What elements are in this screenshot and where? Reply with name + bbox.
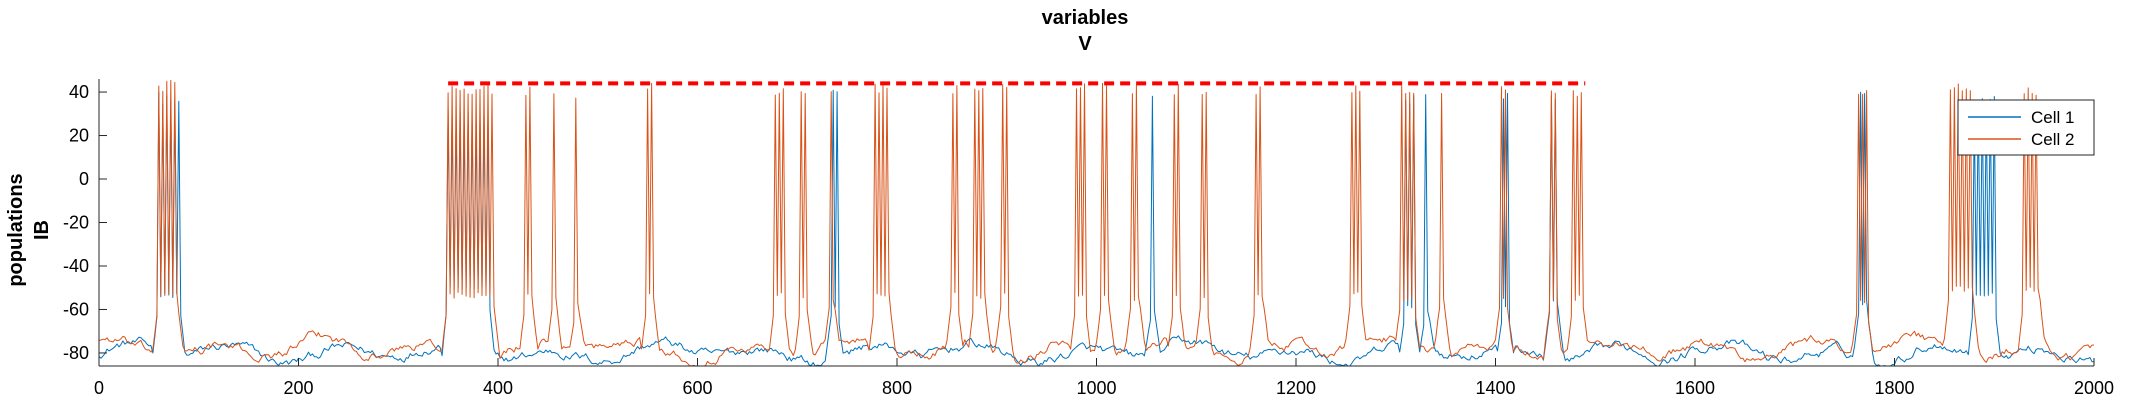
- y-tick-label: -20: [63, 213, 89, 233]
- axes: [98, 79, 2094, 367]
- series-layer: [99, 79, 2094, 366]
- legend: Cell 1 Cell 2: [1957, 99, 2095, 156]
- series-line-cell-1: [99, 89, 2094, 366]
- x-tick-label: 1800: [1874, 378, 1914, 398]
- y-tick-label: 0: [79, 169, 89, 189]
- legend-label-cell-2: Cell 2: [2031, 130, 2074, 149]
- chart-subtitle: V: [1078, 33, 1092, 55]
- x-tick-label: 1200: [1276, 378, 1316, 398]
- y-tick-label: -60: [63, 299, 89, 319]
- x-tick-label: 400: [483, 378, 513, 398]
- x-tick-label: 2000: [2074, 378, 2114, 398]
- y-tick-label: 40: [69, 82, 89, 102]
- y-axis-label: populations: [5, 173, 27, 286]
- chart-title: variables: [1042, 7, 1129, 29]
- legend-label-cell-1: Cell 1: [2031, 108, 2074, 127]
- x-tick-label: 200: [283, 378, 313, 398]
- x-tick-label: 0: [94, 378, 104, 398]
- x-tick-label: 600: [682, 378, 712, 398]
- x-tick-label: 1600: [1675, 378, 1715, 398]
- y-tick-label: -40: [63, 256, 89, 276]
- y-tick-label: 20: [69, 126, 89, 146]
- y-axis-ticks: 40 20 0 -20 -40 -60 -80: [63, 82, 107, 363]
- y-axis-label-group: populations IB: [5, 173, 53, 286]
- x-tick-label: 1000: [1076, 378, 1116, 398]
- legend-box: [1957, 99, 2095, 156]
- x-tick-label: 800: [882, 378, 912, 398]
- y-tick-label: -80: [63, 343, 89, 363]
- y-axis-label-2: IB: [31, 220, 53, 240]
- x-tick-label: 1400: [1475, 378, 1515, 398]
- x-axis-ticks: 0 200 400 600 800 1000 1200 1400 1600 1800 2000: [94, 358, 2114, 398]
- series-line-cell-2: [99, 79, 2094, 366]
